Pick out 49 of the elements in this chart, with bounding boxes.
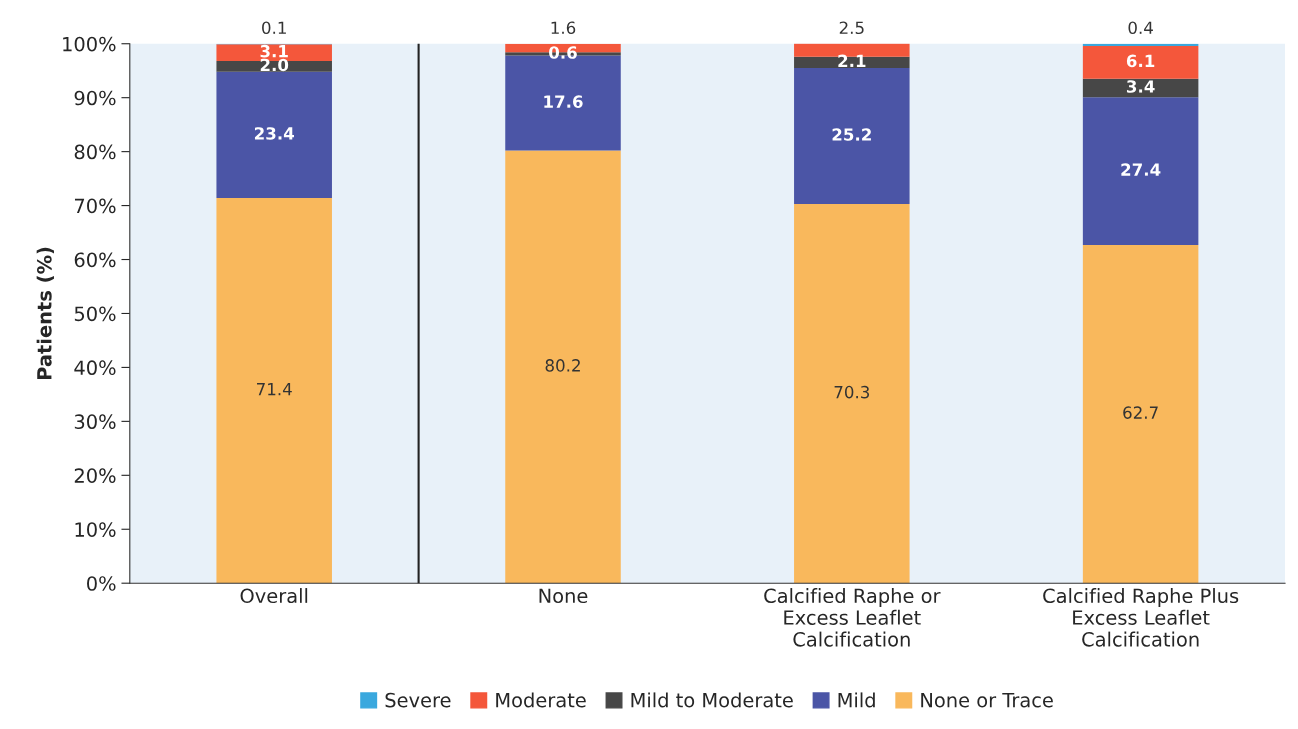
- data-label: 0.4: [1128, 21, 1153, 35]
- data-label: 70.3: [834, 385, 870, 399]
- data-label: 2.1: [838, 54, 866, 67]
- legend-label: Moderate: [496, 692, 586, 708]
- bar: [794, 203, 910, 584]
- y-tick-label: 80%: [74, 144, 116, 160]
- y-tick-label: 90%: [74, 90, 116, 106]
- bar: [1082, 97, 1199, 245]
- y-tick-label: 20%: [74, 468, 116, 483]
- data-label: 6.1: [1126, 54, 1155, 68]
- bar: [216, 71, 332, 199]
- y-tick-label: 0%: [87, 576, 116, 591]
- legend-label: None or Trace: [921, 693, 1053, 708]
- y-tick-label: 40%: [74, 360, 116, 376]
- data-label: 62.7: [1123, 406, 1158, 419]
- data-label: 17.6: [544, 95, 583, 108]
- bar: [216, 198, 332, 584]
- bar: [505, 150, 621, 584]
- x-tick-label: None: [539, 588, 588, 604]
- data-label: 71.4: [257, 383, 292, 396]
- bar: [1082, 43, 1199, 46]
- data-label: 3.1: [260, 44, 288, 58]
- data-label: 2.0: [260, 58, 289, 72]
- data-label: 2.5: [839, 21, 864, 35]
- data-label: 3.4: [1126, 80, 1155, 93]
- x-tick-label: Overall: [240, 588, 308, 604]
- bar: [1082, 45, 1199, 79]
- y-axis-title: Patients (%): [36, 247, 54, 380]
- data-label: 27.4: [1121, 163, 1161, 176]
- data-label: 0.1: [262, 21, 286, 35]
- x-tick-label: Calcified Raphe Plus Excess Leaflet Calcification: [1043, 588, 1239, 647]
- y-tick-label: 70%: [74, 198, 116, 214]
- y-tick-label: 50%: [74, 306, 116, 322]
- legend-label: Mild: [838, 692, 875, 708]
- legend-label: Mild to Moderate: [631, 692, 793, 708]
- data-label: 1.6: [551, 21, 576, 35]
- y-tick-label: 100%: [63, 36, 116, 52]
- data-label: 80.2: [545, 359, 580, 372]
- x-tick-label: Calcified Raphe or Excess Leaflet Calcification: [764, 588, 941, 647]
- bar: [1082, 78, 1199, 98]
- y-tick-label: 30%: [74, 414, 116, 430]
- bar: [794, 56, 910, 69]
- legend-label: Severe: [385, 692, 451, 708]
- bar: [794, 68, 910, 204]
- data-label: 25.2: [832, 128, 871, 141]
- bar: [1082, 244, 1199, 584]
- y-tick-label: 60%: [74, 252, 116, 268]
- data-label: 23.4: [254, 127, 294, 140]
- y-tick-label: 10%: [75, 522, 116, 537]
